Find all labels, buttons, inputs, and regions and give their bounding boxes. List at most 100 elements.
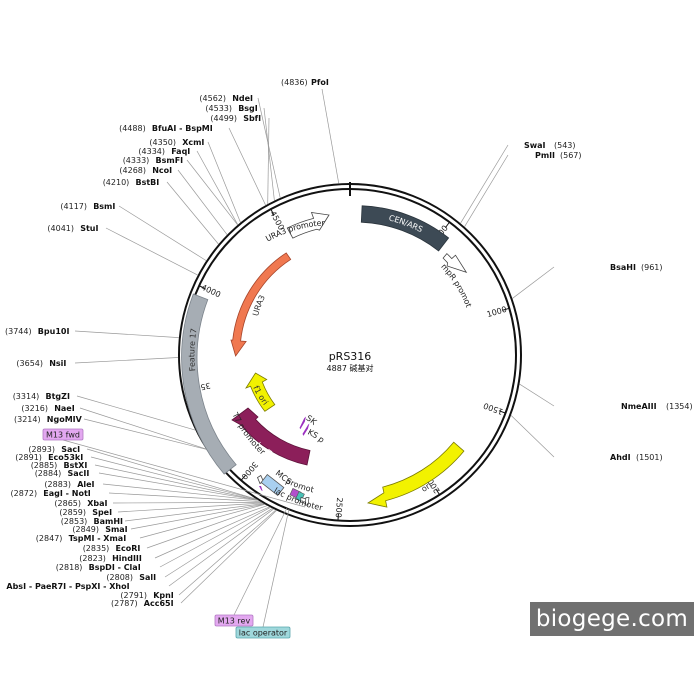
site-position: (4334)	[138, 147, 165, 156]
feature-ampr-promoter[interactable]	[442, 253, 468, 274]
ruler-tick	[444, 221, 450, 229]
site-position: (4499)	[210, 114, 237, 123]
feature-ks-primer[interactable]	[302, 423, 310, 436]
site-position: (3654)	[16, 359, 43, 368]
site-leader	[118, 205, 207, 261]
site-name: NaeI	[54, 404, 75, 413]
site-name: BfuAI - BspMI	[152, 124, 213, 133]
site-name: XbaI	[87, 499, 107, 508]
site-position: (4117)	[60, 202, 87, 211]
site-position: (2859)	[59, 508, 86, 517]
site-name: HindIII	[112, 554, 142, 563]
primer-tag[interactable]	[214, 614, 254, 627]
site-name: StuI	[80, 224, 98, 233]
site-leader	[130, 503, 265, 530]
site-leader	[186, 159, 238, 226]
site-name: SmaI	[105, 525, 127, 534]
site-leader	[464, 154, 509, 227]
feature-17-label: Feature 17	[187, 328, 198, 372]
site-leader	[74, 357, 179, 364]
site-leader	[510, 415, 555, 458]
ruler-tick	[270, 208, 275, 216]
feature-f1-ori[interactable]	[245, 372, 276, 412]
site-name: KpnI	[153, 591, 174, 600]
site-name: PfoI	[311, 78, 329, 87]
plasmid-name: pRS316	[329, 350, 372, 363]
feature-ori[interactable]	[366, 441, 465, 508]
site-name: Eco53kI	[48, 453, 83, 462]
site-name: BamHI	[94, 517, 124, 526]
primer-tag-label: M13 fwd	[46, 430, 80, 439]
primer-tag[interactable]	[235, 626, 291, 639]
site-position: (4533)	[205, 104, 232, 113]
feature-lacz-alpha[interactable]	[231, 407, 311, 466]
site-name: NdeI	[232, 94, 253, 103]
site-position: (2823)	[79, 554, 106, 563]
primer-tag[interactable]	[42, 428, 84, 441]
feature-17[interactable]	[181, 293, 237, 475]
primer-tag-leader	[233, 507, 288, 616]
site-position: (2885)	[31, 461, 58, 470]
feature-lac-promoter[interactable]	[304, 497, 310, 506]
site-name: SbfI	[243, 114, 261, 123]
site-leader	[321, 88, 340, 184]
site-name: SalI	[139, 573, 156, 582]
site-leader	[94, 464, 258, 501]
site-leader	[86, 448, 257, 500]
site-leaders	[62, 88, 555, 628]
ruler-tick	[502, 307, 510, 311]
site-name: Acc65I	[144, 599, 174, 608]
ruler-tick-label: 4000	[200, 283, 222, 300]
site-leader	[90, 456, 257, 500]
feature-mcs[interactable]	[260, 474, 285, 496]
site-leader	[139, 504, 265, 539]
ruler-tick	[240, 474, 247, 481]
site-position: (1354)	[666, 402, 693, 411]
site-name: EagI - NotI	[43, 489, 90, 498]
primer-tag-leader	[62, 439, 306, 508]
site-leader	[159, 507, 271, 568]
site-leader	[196, 150, 239, 225]
site-leader	[460, 144, 509, 224]
ruler-tick	[498, 410, 506, 414]
site-name: AleI	[77, 480, 94, 489]
primer-marker-left	[259, 486, 263, 491]
site-position: (2835)	[83, 544, 110, 553]
site-position: (961)	[641, 263, 663, 272]
site-position: (4268)	[119, 166, 146, 175]
site-leader	[112, 502, 262, 504]
site-leader	[98, 472, 258, 501]
site-position: (2893)	[28, 445, 55, 454]
site-name: SwaI	[524, 141, 546, 150]
site-leader	[124, 503, 264, 522]
site-leader	[168, 508, 274, 587]
site-position: (4333)	[123, 156, 150, 165]
site-position: (2808)	[106, 573, 133, 582]
site-position: (2853)	[61, 517, 88, 526]
feature-sk-primer[interactable]	[299, 416, 306, 430]
site-leader	[177, 169, 228, 235]
site-name: Bpu10I	[38, 327, 70, 336]
site-position: (2865)	[54, 499, 81, 508]
site-name: NsiI	[49, 359, 66, 368]
feature-ura3-promoter[interactable]	[286, 212, 330, 239]
site-leader	[154, 506, 270, 559]
feature-cen-ars[interactable]	[360, 205, 450, 252]
primer-tag-leader	[262, 508, 290, 628]
site-leader	[76, 395, 196, 431]
site-leader	[83, 418, 207, 450]
site-leader	[108, 492, 260, 502]
primer-tag-label: M13 rev	[218, 616, 251, 625]
site-leader	[519, 383, 555, 407]
feature-ura3[interactable]	[230, 252, 292, 357]
site-position: (3744)	[5, 327, 32, 336]
site-name: AhdI	[610, 453, 631, 462]
site-name: SpeI	[92, 508, 112, 517]
site-position: (4350)	[149, 138, 176, 147]
site-position: (2891)	[15, 453, 42, 462]
site-name: BsgI	[238, 104, 258, 113]
restriction-site-labels: (4836) PfoI (543) SwaI (567) PmlI (961) BsaHI (1…	[0, 78, 693, 608]
site-name: XcmI	[182, 138, 204, 147]
site-leader	[166, 181, 219, 245]
